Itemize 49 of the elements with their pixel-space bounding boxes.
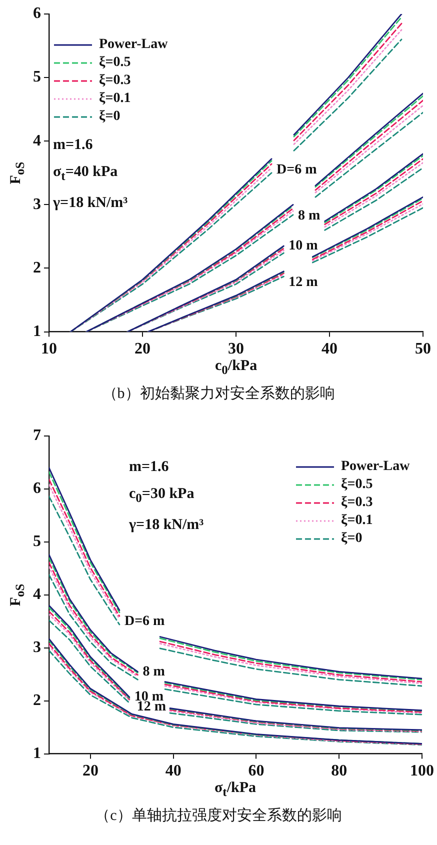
legend-label: ξ=0.1 [99, 91, 131, 107]
y-tick-label: 2 [33, 692, 41, 709]
x-tick-label: 10 [41, 340, 57, 358]
annotation: c$_{0}$=30 kPa [129, 485, 196, 507]
annotation: 8 m [298, 208, 321, 224]
x-tick-label: 20 [134, 340, 150, 358]
legend-label: ξ=0.3 [99, 73, 131, 89]
annotation: σ$_{t}$=40 kPa [53, 163, 119, 185]
x-axis-title: σ$_{t}$/kPa [214, 780, 256, 800]
x-tick-label: 100 [410, 762, 434, 780]
x-tick-label: 50 [415, 340, 431, 358]
text: （b）初始黏聚力对安全系数的影响 [101, 384, 336, 403]
x-tick-label: 40 [165, 762, 182, 780]
legend-label: Power-Law [99, 37, 168, 53]
x-tick-label: 60 [248, 762, 264, 780]
y-tick-label: 5 [33, 533, 41, 550]
legend-label: ξ=0.1 [341, 513, 373, 529]
y-tick-label: 7 [33, 427, 41, 444]
text: （c）单轴抗拉强度对安全系数的影响 [94, 806, 343, 825]
x-tick-label: 40 [322, 340, 338, 358]
legend-label: Power-Law [341, 459, 410, 475]
legend-label: ξ=0 [99, 109, 120, 125]
y-tick-label: 6 [33, 5, 41, 22]
x-tick-label: 20 [82, 762, 98, 780]
y-tick-label: 3 [33, 639, 41, 656]
annotation: 8 m [142, 664, 166, 680]
y-tick-label: 1 [33, 744, 41, 762]
legend-label: ξ=0.5 [341, 477, 373, 493]
y-tick-label: 1 [33, 322, 41, 340]
x-axis-title: c$_{0}$/kPa [215, 358, 258, 378]
annotation: 10 m [288, 238, 318, 254]
x-tick-label: 80 [331, 762, 348, 780]
y-tick-label: 5 [33, 68, 41, 86]
y-tick-label: 3 [33, 196, 41, 213]
annotation: D=6 m [124, 614, 166, 629]
legend-label: ξ=0.5 [99, 55, 131, 71]
y-tick-label: 2 [33, 259, 41, 276]
legend-label: ξ=0.3 [341, 495, 373, 511]
annotation: 12 m [288, 275, 318, 290]
annotation: D=6 m [276, 162, 318, 178]
x-tick-label: 30 [228, 340, 244, 358]
y-tick-label: 4 [33, 132, 41, 150]
y-tick-label: 6 [33, 480, 41, 498]
legend-label: ξ=0 [341, 531, 362, 547]
annotation: γ=18 kN/m³ [129, 516, 204, 535]
annotation: m=1.6 [53, 136, 94, 155]
y-tick-label: 4 [33, 586, 41, 604]
annotation: γ=18 kN/m³ [53, 194, 128, 213]
annotation: m=1.6 [129, 458, 170, 477]
